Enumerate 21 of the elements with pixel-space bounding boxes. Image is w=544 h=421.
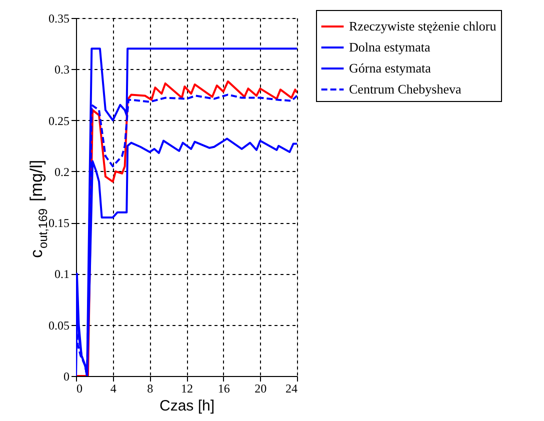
y-tick-label: 0.15 — [48, 216, 70, 230]
x-tick-label: 16 — [218, 382, 230, 396]
x-tick-label: 0 — [76, 382, 82, 396]
x-tick-label: 8 — [147, 382, 154, 396]
y-tick-label: 0.1 — [54, 267, 70, 282]
y-axis-title: cout,169[mg/l] — [27, 160, 50, 258]
x-axis-title: Czas [h] — [159, 398, 215, 414]
y-tick-label: 0.2 — [54, 164, 70, 179]
legend-label: Górna estymata — [349, 60, 432, 76]
y-tick-label: 0.25 — [48, 114, 70, 128]
y-tick-label: 0.05 — [48, 318, 70, 332]
legend-label: Centrum Chebysheva — [349, 82, 462, 96]
x-tick-label: 20 — [254, 382, 267, 396]
legend-label: Rzeczywiste stężenie chloru — [349, 18, 497, 34]
y-tick-label: 0.3 — [54, 62, 70, 77]
y-tick-label: 0 — [64, 370, 70, 384]
x-tick-label: 24 — [286, 382, 298, 396]
x-tick-label: 12 — [181, 382, 193, 396]
y-tick-label: 0.35 — [48, 12, 70, 26]
legend-label: Dolna estymata — [349, 40, 430, 54]
x-tick-label: 4 — [110, 382, 116, 396]
